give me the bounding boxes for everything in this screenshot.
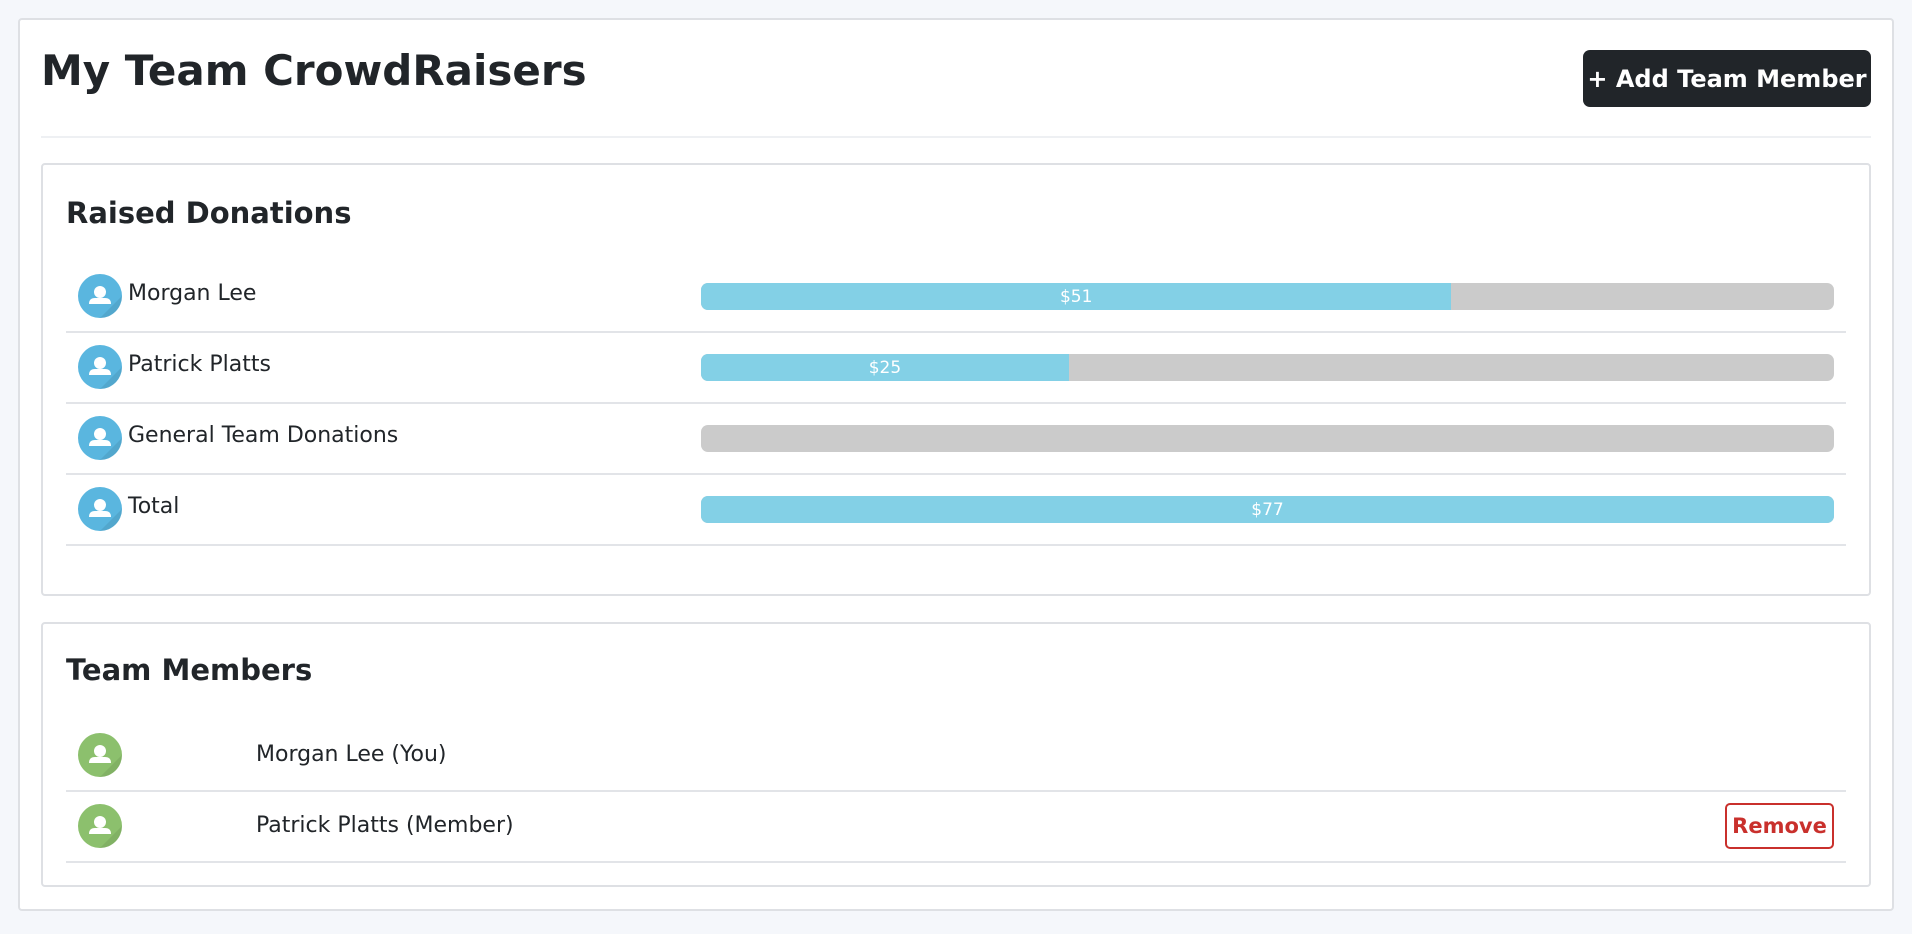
progress-fill <box>701 283 1452 310</box>
row-divider <box>66 402 1846 404</box>
progress-bar: $77 <box>701 496 1834 523</box>
row-divider <box>66 790 1846 792</box>
member-name: Patrick Platts <box>128 352 271 377</box>
member-name: Patrick Platts (Member) <box>256 813 514 838</box>
amount-label: $51 <box>1059 286 1093 307</box>
avatar <box>78 733 122 777</box>
divider <box>41 136 1871 138</box>
row-divider <box>66 861 1846 863</box>
progress-bar: $51 <box>701 283 1834 310</box>
avatar <box>78 804 122 848</box>
members-card <box>41 622 1871 887</box>
section-title: Raised Donations <box>66 196 352 230</box>
remove-button[interactable]: Remove <box>1725 803 1834 849</box>
amount-label: $25 <box>868 357 902 378</box>
row-divider <box>66 473 1846 475</box>
row-divider <box>66 544 1846 546</box>
row-divider <box>66 331 1846 333</box>
page-title: My Team CrowdRaisers <box>41 46 587 95</box>
avatar <box>78 345 122 389</box>
progress-bar <box>701 425 1834 452</box>
progress-fill <box>701 496 1834 523</box>
member-name: General Team Donations <box>128 423 399 448</box>
section-title: Team Members <box>66 653 313 687</box>
member-name: Morgan Lee <box>128 281 257 306</box>
avatar <box>78 274 122 318</box>
progress-fill <box>701 354 1069 381</box>
member-name: Morgan Lee (You) <box>256 742 447 767</box>
amount-label: $77 <box>1251 499 1284 520</box>
avatar <box>78 416 122 460</box>
member-name: Total <box>128 494 180 519</box>
avatar <box>78 487 122 531</box>
progress-bar: $25 <box>701 354 1834 381</box>
add-member-button[interactable]: + Add Team Member <box>1583 50 1871 107</box>
